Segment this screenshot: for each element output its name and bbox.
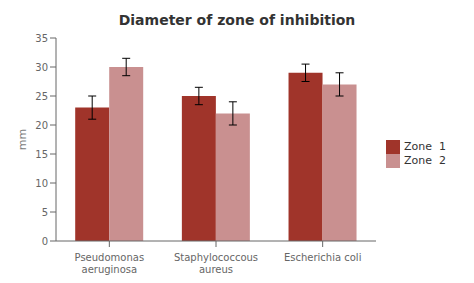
svg-text:25: 25 — [35, 91, 48, 102]
html-text:Zone 2: Zone 2 — [404, 153, 446, 167]
svg-text:10: 10 — [35, 178, 48, 189]
svg-text:5: 5 — [42, 207, 48, 218]
svg-text:0: 0 — [42, 236, 48, 247]
html-text:Diameter of zone of inhibition: Diameter of zone of inhibition — [118, 12, 356, 28]
svg-text:30: 30 — [35, 62, 48, 73]
svg-text:35: 35 — [35, 33, 48, 44]
svg-text:20: 20 — [35, 120, 48, 131]
svg-text:mm: mm — [16, 129, 29, 150]
html-text:Zone 1: Zone 1 — [404, 139, 446, 153]
svg-text:Staphylococcousaureus: Staphylococcousaureus — [174, 252, 258, 275]
svg-text:15: 15 — [35, 149, 48, 160]
svg-text:Escherichia coli: Escherichia coli — [284, 252, 362, 263]
svg-text:Pseudomonasaeruginosa: Pseudomonasaeruginosa — [75, 252, 145, 275]
